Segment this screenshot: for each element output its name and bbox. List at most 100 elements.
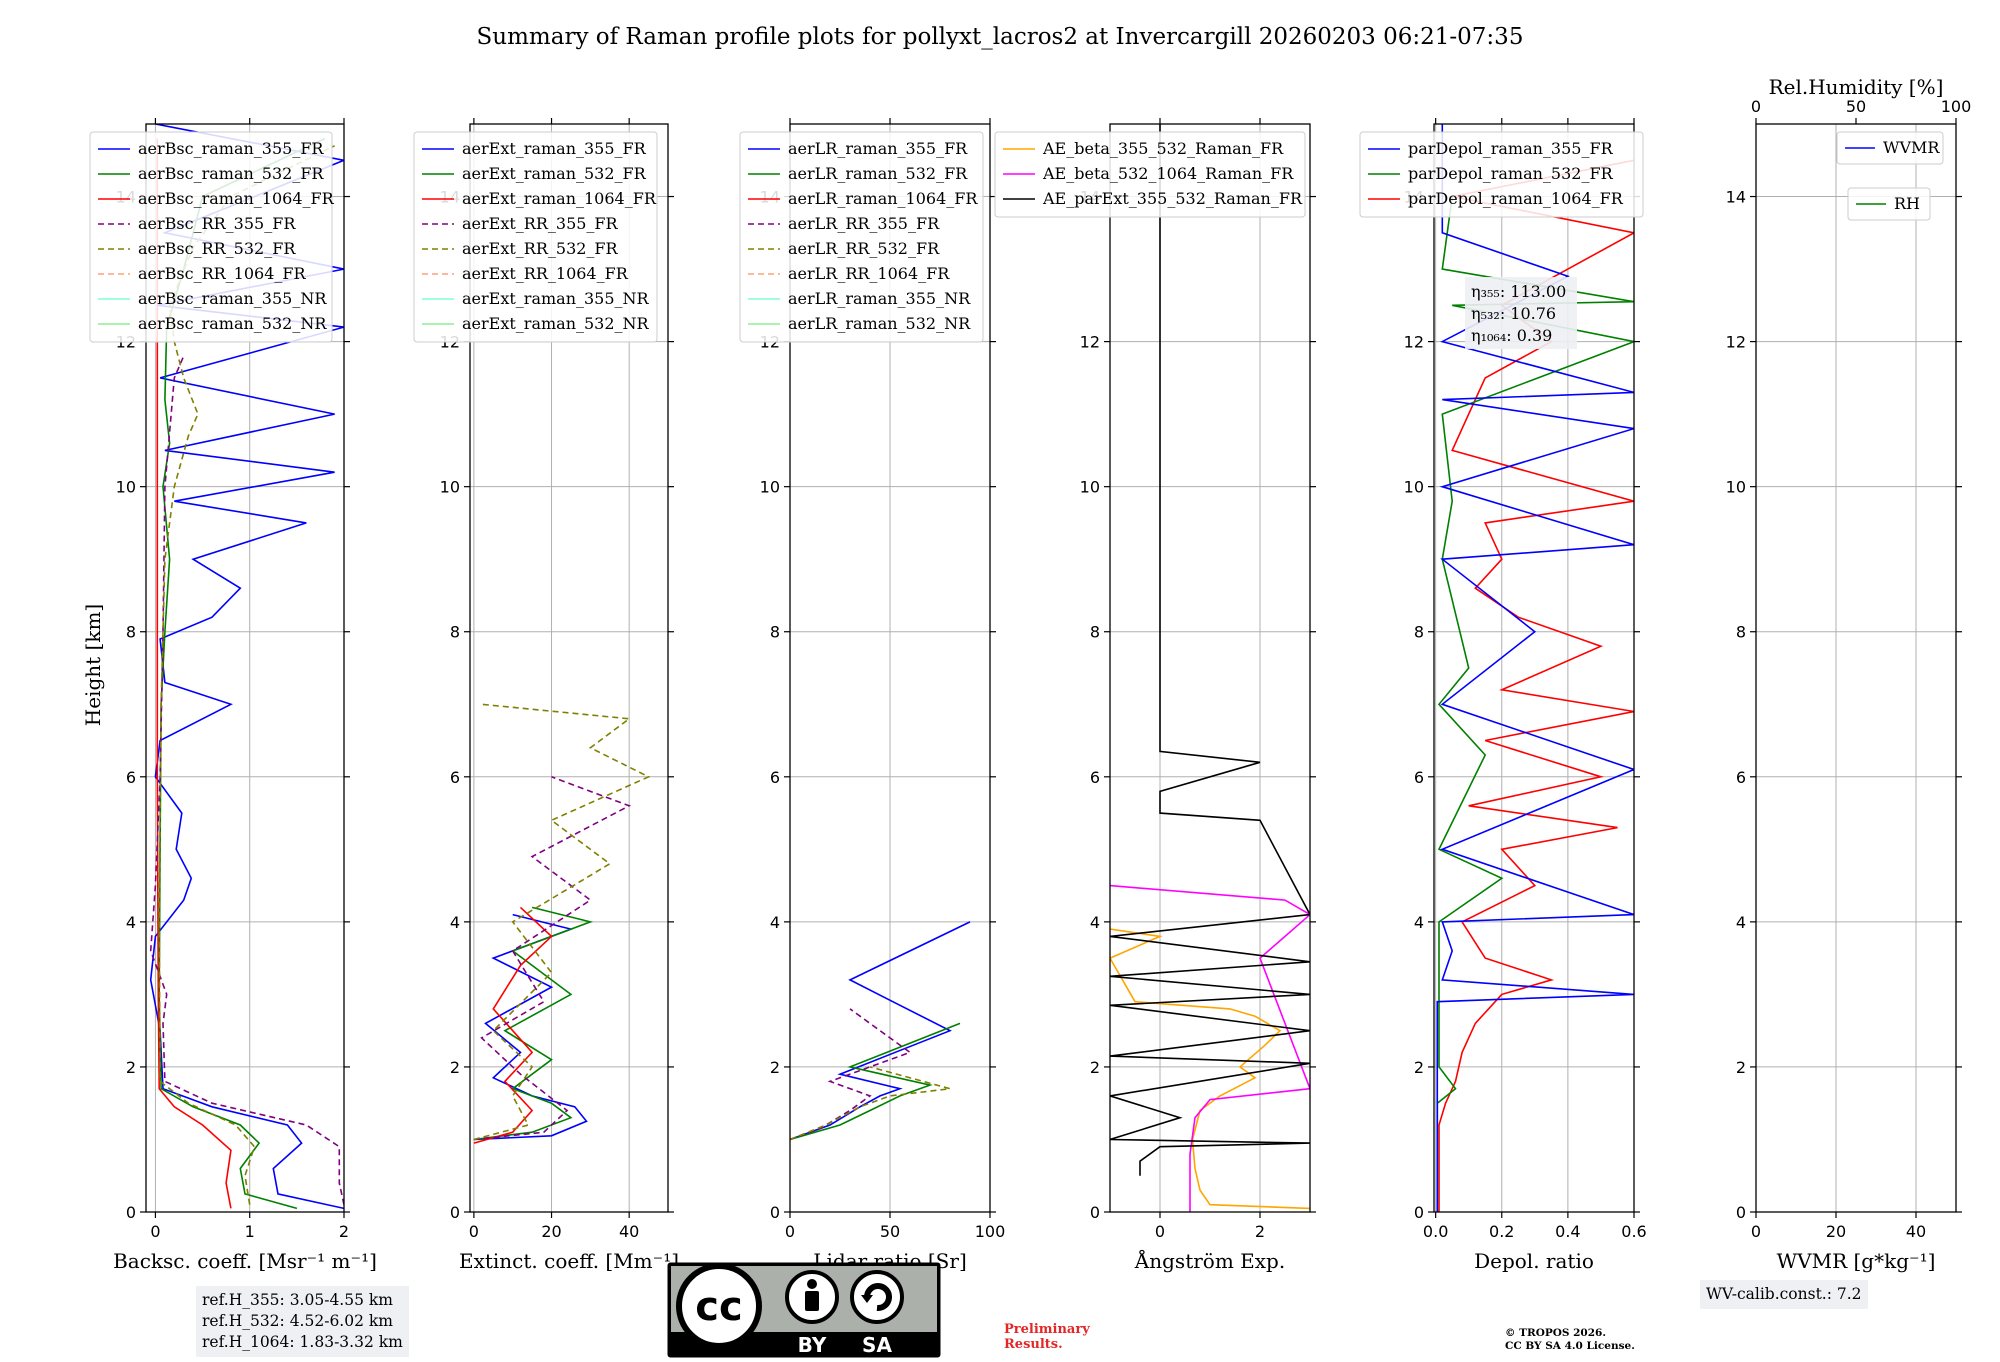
series-aerExt_RR_355_FR <box>473 776 632 1141</box>
legend-entry: aerExt_RR_532_FR <box>462 239 619 258</box>
y-tick-label: 0 <box>450 1203 460 1222</box>
annotation-box <box>1465 277 1577 349</box>
x-axis-label: Backsc. coeff. [Msr⁻¹ m⁻¹] <box>113 1249 377 1273</box>
x-tick-label: 40 <box>619 1222 639 1241</box>
y-tick-label: 8 <box>1414 623 1424 642</box>
copyright-line-2: CC BY SA 4.0 License. <box>1505 1340 1635 1352</box>
y-tick-label: 8 <box>450 623 460 642</box>
y-tick-label: 0 <box>1414 1203 1424 1222</box>
y-tick-label: 10 <box>1080 478 1100 497</box>
y-tick-label: 10 <box>760 478 780 497</box>
cc-circle-icon <box>676 1263 762 1349</box>
ref-height-532: ref.H_532: 4.52-6.02 km <box>202 1312 393 1330</box>
x-tick-label: 0.2 <box>1489 1222 1514 1241</box>
y-tick-label: 10 <box>1726 478 1746 497</box>
x-tick-label: 0 <box>1751 1222 1761 1241</box>
legend-entry: aerBsc_RR_532_FR <box>138 239 296 258</box>
badge-sa-label: SA <box>862 1333 892 1357</box>
y-tick-label: 2 <box>126 1058 136 1077</box>
x-tick-label: 0.4 <box>1555 1222 1580 1241</box>
wv-calib-const: WV-calib.const.: 7.2 <box>1706 1285 1862 1303</box>
y-tick-label: 4 <box>126 913 136 932</box>
series-aerLR_raman_532_FR <box>790 1022 961 1141</box>
series-parDepol_raman_1064_FR <box>1438 159 1634 1212</box>
x-tick-label: 0.6 <box>1621 1222 1646 1241</box>
x-tick-label: 0 <box>150 1222 160 1241</box>
legend-entry: aerLR_raman_532_FR <box>788 164 968 183</box>
y-tick-label: 0 <box>770 1203 780 1222</box>
y-tick-label: 8 <box>770 623 780 642</box>
axes-frame <box>469 123 669 1213</box>
x-tick-label: 20 <box>541 1222 561 1241</box>
legend-entry: aerExt_raman_532_NR <box>462 314 650 333</box>
y-tick-label: 6 <box>1414 768 1424 787</box>
legend-entry: aerLR_RR_355_FR <box>788 214 940 233</box>
wv-calibration-box: WV-calib.const.: 7.2 <box>1700 1280 1868 1309</box>
legend-entry: AE_beta_355_532_Raman_FR <box>1042 139 1284 158</box>
legend-box <box>1847 187 1931 221</box>
legend-box <box>994 131 1306 218</box>
y-tick-label: 0 <box>1736 1203 1746 1222</box>
y-tick-label: 6 <box>1090 768 1100 787</box>
axes-frame <box>145 123 345 1213</box>
panels-container: 02468101214012Backsc. coeff. [Msr⁻¹ m⁻¹]… <box>89 75 1972 1273</box>
series-aerLR_RR_532_FR <box>790 1066 951 1141</box>
copyright-note: © TROPOS 2026. CC BY SA 4.0 License. <box>1505 1327 1635 1353</box>
legend-entry: aerBsc_raman_355_FR <box>138 139 324 158</box>
legend-entry: AE_beta_532_1064_Raman_FR <box>1042 164 1294 183</box>
axes-frame <box>1755 123 1957 1213</box>
ref-height-1064: ref.H_1064: 1.83-3.32 km <box>202 1333 403 1351</box>
y-tick-label: 12 <box>1726 333 1746 352</box>
top-x-tick-label: 50 <box>1846 97 1866 116</box>
preliminary-results-note: Preliminary Results. <box>1004 1322 1090 1352</box>
x-tick-label: 0.0 <box>1423 1222 1448 1241</box>
reference-heights-box: ref.H_355: 3.05-4.55 km ref.H_532: 4.52-… <box>196 1286 409 1357</box>
series-AE_beta_355_532_Raman_FR <box>1110 928 1310 1210</box>
legend-entry: aerLR_RR_1064_FR <box>788 264 950 283</box>
legend-entry: aerBsc_RR_1064_FR <box>138 264 307 283</box>
y-tick-label: 14 <box>1726 188 1746 207</box>
legend: AE_beta_355_532_Raman_FR AE_beta_532_1064… <box>994 131 1306 218</box>
series-aerExt_raman_355_FR <box>473 913 588 1141</box>
legend: aerLR_raman_355_FR aerLR_raman_532_FR aerL… <box>739 131 984 343</box>
legend-entry: aerExt_raman_355_NR <box>462 289 650 308</box>
eta-line: η₃₅₅: 113.00 <box>1471 282 1566 301</box>
x-tick-label: 100 <box>975 1222 1006 1241</box>
top-x-tick-label: 100 <box>1941 97 1972 116</box>
y-tick-label: 0 <box>1090 1203 1100 1222</box>
y-tick-label: 4 <box>1736 913 1746 932</box>
legend-entry: aerLR_RR_532_FR <box>788 239 940 258</box>
y-tick-label: 2 <box>1736 1058 1746 1077</box>
y-tick-label: 6 <box>126 768 136 787</box>
person-body-icon <box>805 1291 819 1311</box>
axes-frame <box>1433 123 1635 1213</box>
x-axis-label: WVMR [g*kg⁻¹] <box>1777 1249 1936 1273</box>
legend-entry: aerLR_raman_1064_FR <box>788 189 978 208</box>
preliminary-line-1: Preliminary <box>1004 1322 1090 1337</box>
legend-rh: RH <box>1847 187 1931 221</box>
legend-entry: parDepol_raman_355_FR <box>1408 139 1614 158</box>
panel-lr: 02468101214050100Lidar ratio [Sr]aerLR_r… <box>739 118 1006 1273</box>
y-tick-label: 4 <box>1090 913 1100 932</box>
legend-entry: aerExt_RR_1064_FR <box>462 264 629 283</box>
eta-line: η₁₀₆₄: 0.39 <box>1471 326 1552 345</box>
series-group <box>473 703 651 1144</box>
share-alike-icon <box>850 1270 904 1324</box>
x-axis-label: Depol. ratio <box>1474 1249 1594 1273</box>
x-tick-label: 2 <box>1255 1222 1265 1241</box>
legend-entry: RH <box>1894 194 1920 213</box>
series-group <box>790 921 971 1141</box>
series-aerBsc_RR_355_FR <box>149 355 344 1205</box>
eta-line: η₅₃₂: 10.76 <box>1471 304 1556 323</box>
legend-box <box>1359 131 1644 218</box>
legend-entry: aerExt_RR_355_FR <box>462 214 619 233</box>
legend-box <box>1836 131 1944 165</box>
person-head-icon <box>807 1279 817 1289</box>
legend-entry: aerExt_raman_355_FR <box>462 139 647 158</box>
legend-entry: parDepol_raman_1064_FR <box>1408 189 1624 208</box>
legend-entry: aerExt_raman_532_FR <box>462 164 647 183</box>
cc-by-sa-license-badge: cc BY SA <box>667 1262 941 1358</box>
legend: aerExt_raman_355_FR aerExt_raman_532_FRae… <box>413 131 658 343</box>
legend-box <box>739 131 984 343</box>
y-tick-label: 2 <box>1414 1058 1424 1077</box>
